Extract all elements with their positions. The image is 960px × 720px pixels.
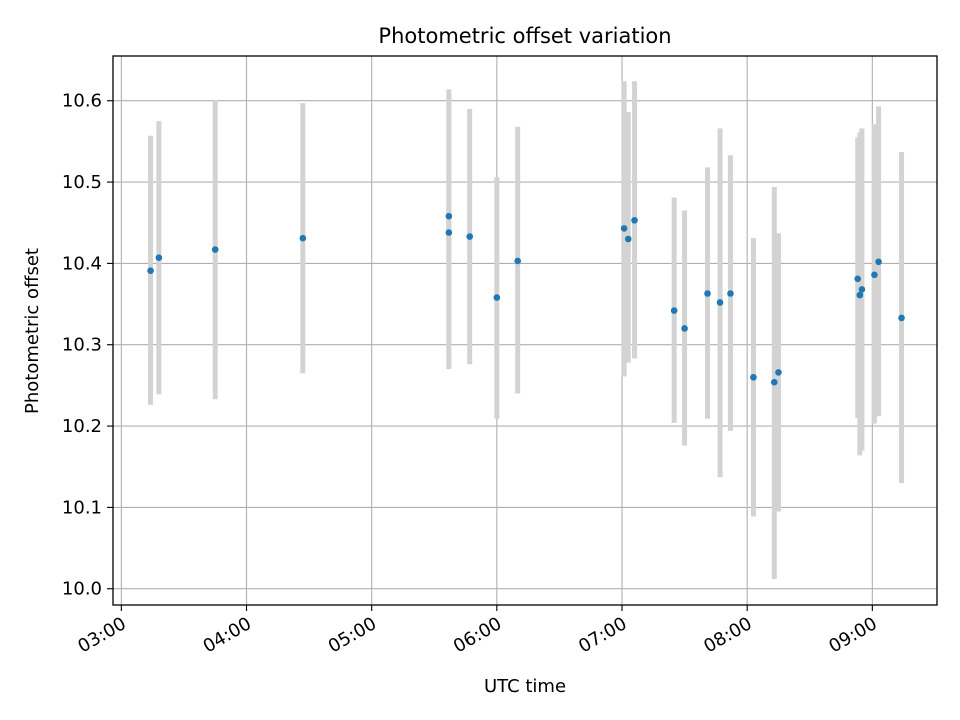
data-point: [875, 258, 882, 266]
y-tick-label: 10.3: [62, 335, 102, 356]
data-point: [445, 229, 453, 236]
data-point: [854, 275, 862, 283]
data-points: [147, 212, 905, 386]
data-point: [681, 325, 688, 332]
data-point: [716, 299, 724, 306]
data-point: [775, 369, 782, 376]
data-point: [727, 290, 734, 297]
y-tick-label: 10.1: [62, 497, 102, 518]
data-point: [299, 234, 307, 242]
y-tick-label: 10.2: [62, 416, 102, 437]
y-axis-ticks: 10.0 10.1 10.2 10.3 10.4 10.5 10.6: [62, 91, 113, 600]
y-axis-label: Photometric offset: [22, 248, 43, 414]
data-point: [147, 267, 154, 275]
data-point: [631, 216, 638, 224]
data-point: [514, 257, 521, 265]
y-tick-label: 10.4: [62, 253, 102, 274]
data-point: [624, 235, 632, 243]
y-tick-label: 10.0: [62, 579, 102, 600]
data-point: [493, 294, 501, 301]
y-tick-label: 10.6: [62, 91, 102, 112]
data-point: [466, 233, 474, 240]
data-point: [704, 290, 711, 297]
data-point: [770, 378, 778, 386]
data-point: [898, 314, 905, 322]
data-point: [620, 225, 628, 232]
y-tick-label: 10.5: [62, 172, 102, 193]
data-point: [155, 254, 163, 262]
data-point: [856, 291, 864, 299]
data-point: [858, 286, 866, 293]
data-point: [445, 212, 453, 220]
data-point: [211, 246, 219, 253]
chart-title: Photometric offset variation: [378, 24, 671, 48]
plot-frame: [112, 55, 938, 606]
x-axis-label: UTC time: [484, 676, 566, 697]
data-point: [670, 307, 678, 314]
data-point: [750, 373, 757, 381]
data-point: [871, 271, 878, 279]
